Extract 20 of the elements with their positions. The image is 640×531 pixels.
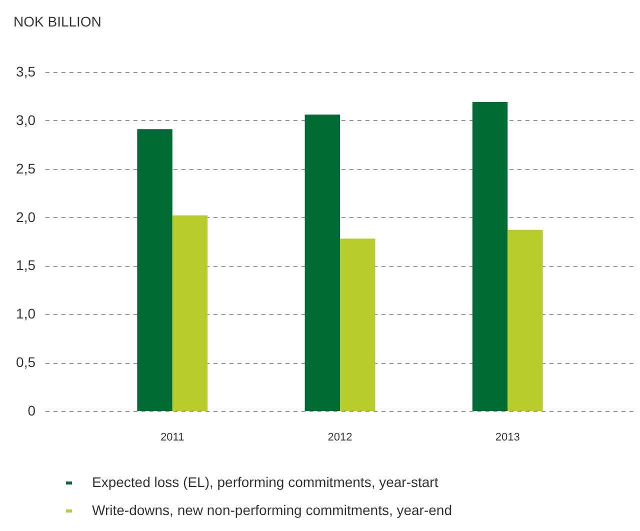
y-axis-title: NOK BILLION — [14, 14, 102, 30]
legend-label: Write-downs, new non-performing commitments, year-end — [92, 502, 452, 518]
x-tick-label: 2012 — [328, 432, 352, 444]
y-tick-label: 3,0 — [16, 112, 36, 128]
y-tick-label: 2,0 — [16, 208, 36, 225]
x-tick-label: 2011 — [160, 432, 184, 444]
y-tick-label: 2,5 — [16, 160, 36, 176]
y-tick-label: 1,0 — [16, 306, 36, 322]
bar — [304, 114, 340, 411]
y-tick-label: 0,5 — [16, 354, 36, 370]
bar — [508, 230, 543, 411]
y-tick-label: 3,5 — [16, 64, 36, 80]
y-tick-label: 0 — [28, 402, 36, 418]
y-tick-label: 1,5 — [16, 257, 36, 274]
legend-label: Expected loss (EL), performing commitments, year-start — [92, 474, 438, 490]
bar — [340, 238, 376, 411]
x-tick-label: 2013 — [495, 432, 520, 444]
bar — [472, 102, 508, 411]
bar — [137, 129, 172, 411]
bar — [172, 215, 208, 411]
